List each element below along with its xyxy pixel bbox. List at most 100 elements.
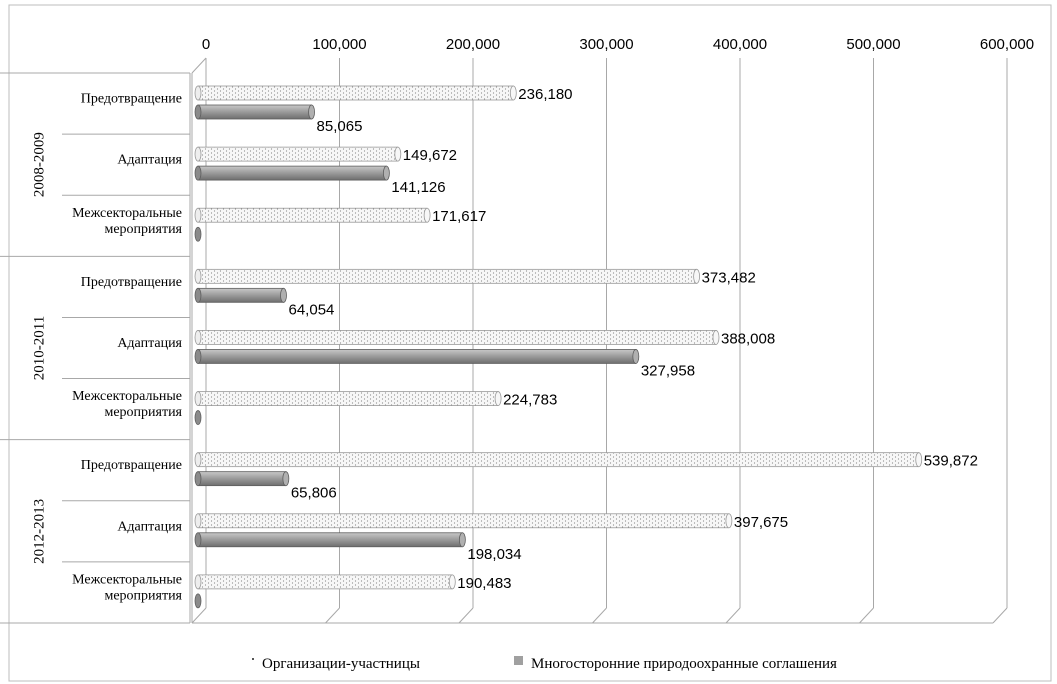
bar-organizations xyxy=(197,330,717,345)
x-tick-label: 100,000 xyxy=(312,36,366,53)
bar-cap-start xyxy=(194,349,202,364)
bars xyxy=(194,85,923,609)
bar-mea xyxy=(197,349,637,364)
gridline-floor xyxy=(325,607,340,624)
data-label: 539,872 xyxy=(924,453,978,470)
bar-cap-end xyxy=(712,330,720,345)
group-label: 2008-2009 xyxy=(31,132,47,197)
bar-cap-end xyxy=(725,513,733,529)
bar-organizations xyxy=(197,146,399,162)
bar-organizations xyxy=(197,85,514,101)
category-label: Предотвращение xyxy=(81,275,182,290)
bar-organizations xyxy=(197,452,920,468)
category-label: мероприятия xyxy=(104,222,182,237)
category-label: Межсекторальные xyxy=(72,572,182,587)
labels: 0 100,000 200,000 300,000 400,000 500,000 600,… xyxy=(31,36,1034,603)
bar-organizations xyxy=(197,513,730,529)
bar-mea xyxy=(197,471,287,487)
data-label: 236,180 xyxy=(518,86,572,103)
bar-organizations xyxy=(197,268,697,284)
axes xyxy=(0,57,993,624)
gridline-floor xyxy=(859,607,874,624)
bar-cap-start xyxy=(194,287,202,303)
bar-organizations xyxy=(197,207,428,223)
data-label: 373,482 xyxy=(702,269,756,286)
bar-mea xyxy=(197,104,312,120)
bar-cap-end xyxy=(494,391,502,406)
bar-organizations xyxy=(197,391,499,406)
x-tick-label: 400,000 xyxy=(713,36,767,53)
gridline-floor xyxy=(592,607,607,624)
bar-cap-end xyxy=(394,146,402,162)
bar-cap-end xyxy=(282,471,290,487)
group-label: 2010-2011 xyxy=(31,316,47,380)
x-tick-label: 0 xyxy=(202,36,210,53)
category-label: мероприятия xyxy=(104,588,182,603)
bar-cap-end xyxy=(915,452,923,468)
data-label: 327,958 xyxy=(641,362,695,379)
bar-cap-start xyxy=(194,165,202,181)
legend-label-organizations: Организации-участницы xyxy=(262,656,420,672)
legend-swatch-organizations xyxy=(252,658,254,660)
bar-cap-start xyxy=(194,330,202,345)
gridline-floor xyxy=(191,607,207,624)
bar-cap-start xyxy=(194,452,202,468)
bar-cap-start xyxy=(194,593,202,609)
category-label: Адаптация xyxy=(117,519,182,534)
y-axis-wall-top xyxy=(191,57,207,74)
bar-cap-end xyxy=(693,268,700,284)
bar-cap-end xyxy=(448,574,456,590)
x-tick-label: 200,000 xyxy=(446,36,500,53)
gridline-floor xyxy=(725,607,741,624)
data-label: 65,806 xyxy=(291,485,337,502)
bar-cap-end xyxy=(280,287,287,303)
gridline-floor xyxy=(992,607,1008,624)
category-label: мероприятия xyxy=(104,405,182,420)
bar-cap-start xyxy=(194,146,202,162)
bar-cap-start xyxy=(194,268,202,284)
bar-cap-end xyxy=(509,85,517,101)
bar-cap-end xyxy=(308,104,315,120)
gridline-floor xyxy=(458,607,474,624)
bar-cap-start xyxy=(194,471,202,487)
category-label: Межсекторальные xyxy=(72,389,182,404)
bar-cap-start xyxy=(194,207,202,223)
bar-organizations xyxy=(197,574,453,590)
bar-cap-start xyxy=(194,85,202,101)
category-label: Межсекторальные xyxy=(72,206,182,221)
bar-cap-start xyxy=(194,513,202,529)
data-label: 397,675 xyxy=(734,514,788,531)
bar-mea xyxy=(197,287,284,303)
bar-cap-end xyxy=(383,165,390,181)
group-label: 2012-2013 xyxy=(31,499,47,564)
chart-frame xyxy=(8,4,1052,682)
x-tick-label: 500,000 xyxy=(846,36,900,53)
data-label: 85,065 xyxy=(317,118,363,135)
data-label: 64,054 xyxy=(289,301,335,318)
bar-cap-start xyxy=(194,410,202,425)
bar-cap-start xyxy=(194,226,202,242)
category-label: Адаптация xyxy=(117,336,182,351)
bar-mea xyxy=(197,532,463,548)
bar-cap-start xyxy=(194,391,202,406)
data-label: 149,672 xyxy=(403,147,457,164)
legend-swatch-mea xyxy=(514,656,523,665)
category-label: Адаптация xyxy=(117,153,182,168)
bar-cap-start xyxy=(194,574,202,590)
data-label: 388,008 xyxy=(721,330,775,347)
bar-cap-start xyxy=(194,532,202,548)
category-label: Предотвращение xyxy=(81,458,182,473)
bar-cap-end xyxy=(458,532,466,548)
data-label: 190,483 xyxy=(457,575,511,592)
bar-cap-end xyxy=(632,349,640,364)
data-label: 198,034 xyxy=(467,546,521,563)
legend-label-mea: Многосторонние природоохранные соглашени… xyxy=(531,656,837,672)
bar-cap-end xyxy=(423,207,431,223)
data-label: 171,617 xyxy=(432,208,486,225)
x-tick-label: 600,000 xyxy=(980,36,1034,53)
bar-mea xyxy=(197,165,387,181)
data-label: 141,126 xyxy=(391,179,445,196)
category-label: Предотвращение xyxy=(81,92,182,107)
x-tick-label: 300,000 xyxy=(579,36,633,53)
data-label: 224,783 xyxy=(503,392,557,409)
